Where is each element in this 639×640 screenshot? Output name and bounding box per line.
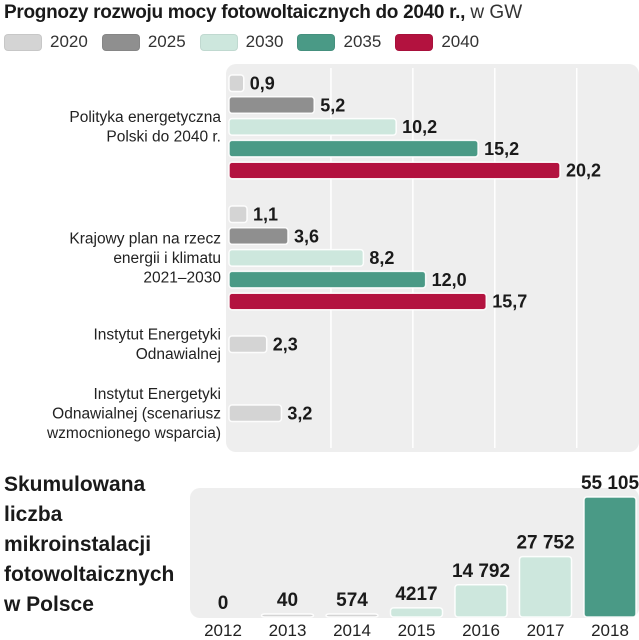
value-label: 5,2 [320,95,345,115]
category-label: Instytut Energetyki Odnawialnej [93,327,221,364]
bar-2020 [228,74,245,93]
legend-label: 2025 [147,32,186,51]
chart-title-main: Prognozy rozwoju mocy fotowoltaicznych d… [4,2,466,23]
installations-value-label: 0 [218,593,229,614]
value-label: 15,2 [484,139,519,159]
value-label: 12,0 [432,270,467,290]
installations-value-label: 14 792 [452,561,510,582]
category-label: Polityka energetyczna Polski do 2040 r. [69,109,221,146]
bar-2020 [228,335,268,354]
installations-value-label: 4217 [395,584,437,605]
year-tick-label: 2013 [269,621,307,640]
bar-2035 [228,139,479,158]
legend-item-2040: 2040 [395,32,479,52]
forecast-bar-chart: Polityka energetyczna Polski do 2040 r. 0,… [46,64,639,452]
installations-title-line: mikroinstalacji [4,533,152,556]
value-label: 1,1 [253,205,278,225]
installations-bar [583,496,637,618]
year-tick-label: 2015 [398,621,436,640]
category-label: Krajowy plan na rzecz energii i klimatu 20… [69,230,221,286]
value-label: 3,6 [294,226,319,246]
legend-label: 2035 [343,32,382,51]
legend-item-2030: 2030 [199,32,284,52]
chart-title-unit: w GW [470,2,523,23]
installations-bar [454,584,508,618]
year-tick-label: 2018 [591,621,629,640]
value-label: 15,7 [492,292,527,312]
value-label: 2,3 [273,335,298,355]
installations-chart-title: Skumulowana liczba mikroinstalacji fotowolt… [4,470,194,620]
category-label: Instytut Energetyki Odnawialnej (scenariu… [46,386,221,442]
installations-title-line: fotowoltaicznych [4,563,175,586]
legend-label: 2030 [245,32,284,51]
legend: 2020 2025 2030 2035 2040 [4,31,493,53]
bar-2035 [228,270,427,289]
value-label: 0,9 [250,74,275,94]
installations-plot-panel [190,488,639,618]
year-tick-label: 2012 [204,621,242,640]
legend-item-2025: 2025 [101,32,186,52]
bar-2025 [228,227,289,246]
legend-swatch [4,33,42,51]
bar-2020 [228,205,248,224]
legend-swatch [297,33,336,51]
legend-swatch [395,33,434,51]
value-label: 3,2 [287,404,312,424]
installations-title-line: liczba [4,503,63,526]
plot-panel [226,64,639,452]
installations-title-line: Skumulowana [4,473,146,496]
installations-value-label: 574 [336,590,368,611]
bar-2025 [228,96,315,115]
installations-title-line: w Polsce [4,593,94,616]
bar-2040 [228,161,561,180]
bar-2030 [228,248,365,267]
legend-label: 2020 [50,32,88,51]
installations-bar [389,607,444,618]
legend-swatch [199,33,238,51]
value-label: 10,2 [402,117,437,137]
legend-label: 2040 [441,32,480,51]
year-tick-label: 2017 [527,621,565,640]
installations-value-label: 27 752 [516,533,574,554]
installations-value-label: 55 105 [581,473,639,494]
bar-2020 [228,404,283,423]
legend-item-2020: 2020 [4,32,88,52]
value-label: 8,2 [369,248,394,268]
bar-2030 [228,117,397,136]
legend-swatch [101,33,140,51]
year-tick-label: 2014 [333,621,371,640]
installations-bar [260,613,315,618]
installations-bar [518,555,573,618]
legend-item-2035: 2035 [297,32,381,52]
bar-2040 [228,292,488,311]
year-tick-label: 2016 [462,621,500,640]
value-label: 20,2 [566,161,601,181]
chart-title: Prognozy rozwoju mocy fotowoltaicznych d… [4,1,639,25]
installations-value-label: 40 [277,590,298,611]
installations-bar [325,613,379,618]
